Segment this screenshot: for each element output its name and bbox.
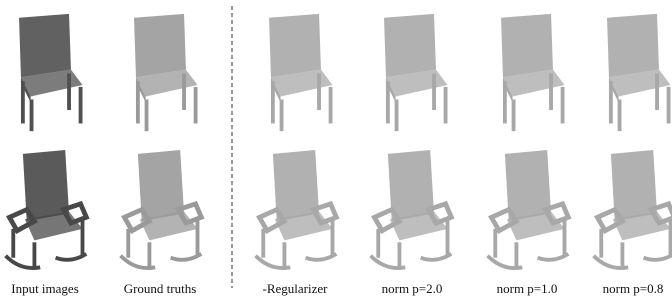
column-labels: Input images Ground truths -Regularizer … [11,281,663,296]
reconstruction [594,150,672,269]
column-label: norm p=0.8 [603,281,664,296]
input-image [19,14,82,131]
column-label: Ground truths [124,281,197,296]
reconstruction [607,14,670,131]
ground-truth [134,14,197,131]
column-label: norm p=2.0 [382,281,443,296]
input-image [6,150,87,269]
reconstruction [371,150,452,269]
column-label: -Regularizer [263,281,329,296]
reconstruction [256,150,337,269]
reconstruction [269,14,332,131]
reconstruction [501,14,564,131]
column-label: Input images [11,281,79,296]
ground-truth [121,150,202,269]
chair-images [6,14,672,269]
column-label: norm p=1.0 [497,281,558,296]
reconstruction [488,150,569,269]
figure: Input images Ground truths -Regularizer … [0,0,672,299]
reconstruction [384,14,447,131]
